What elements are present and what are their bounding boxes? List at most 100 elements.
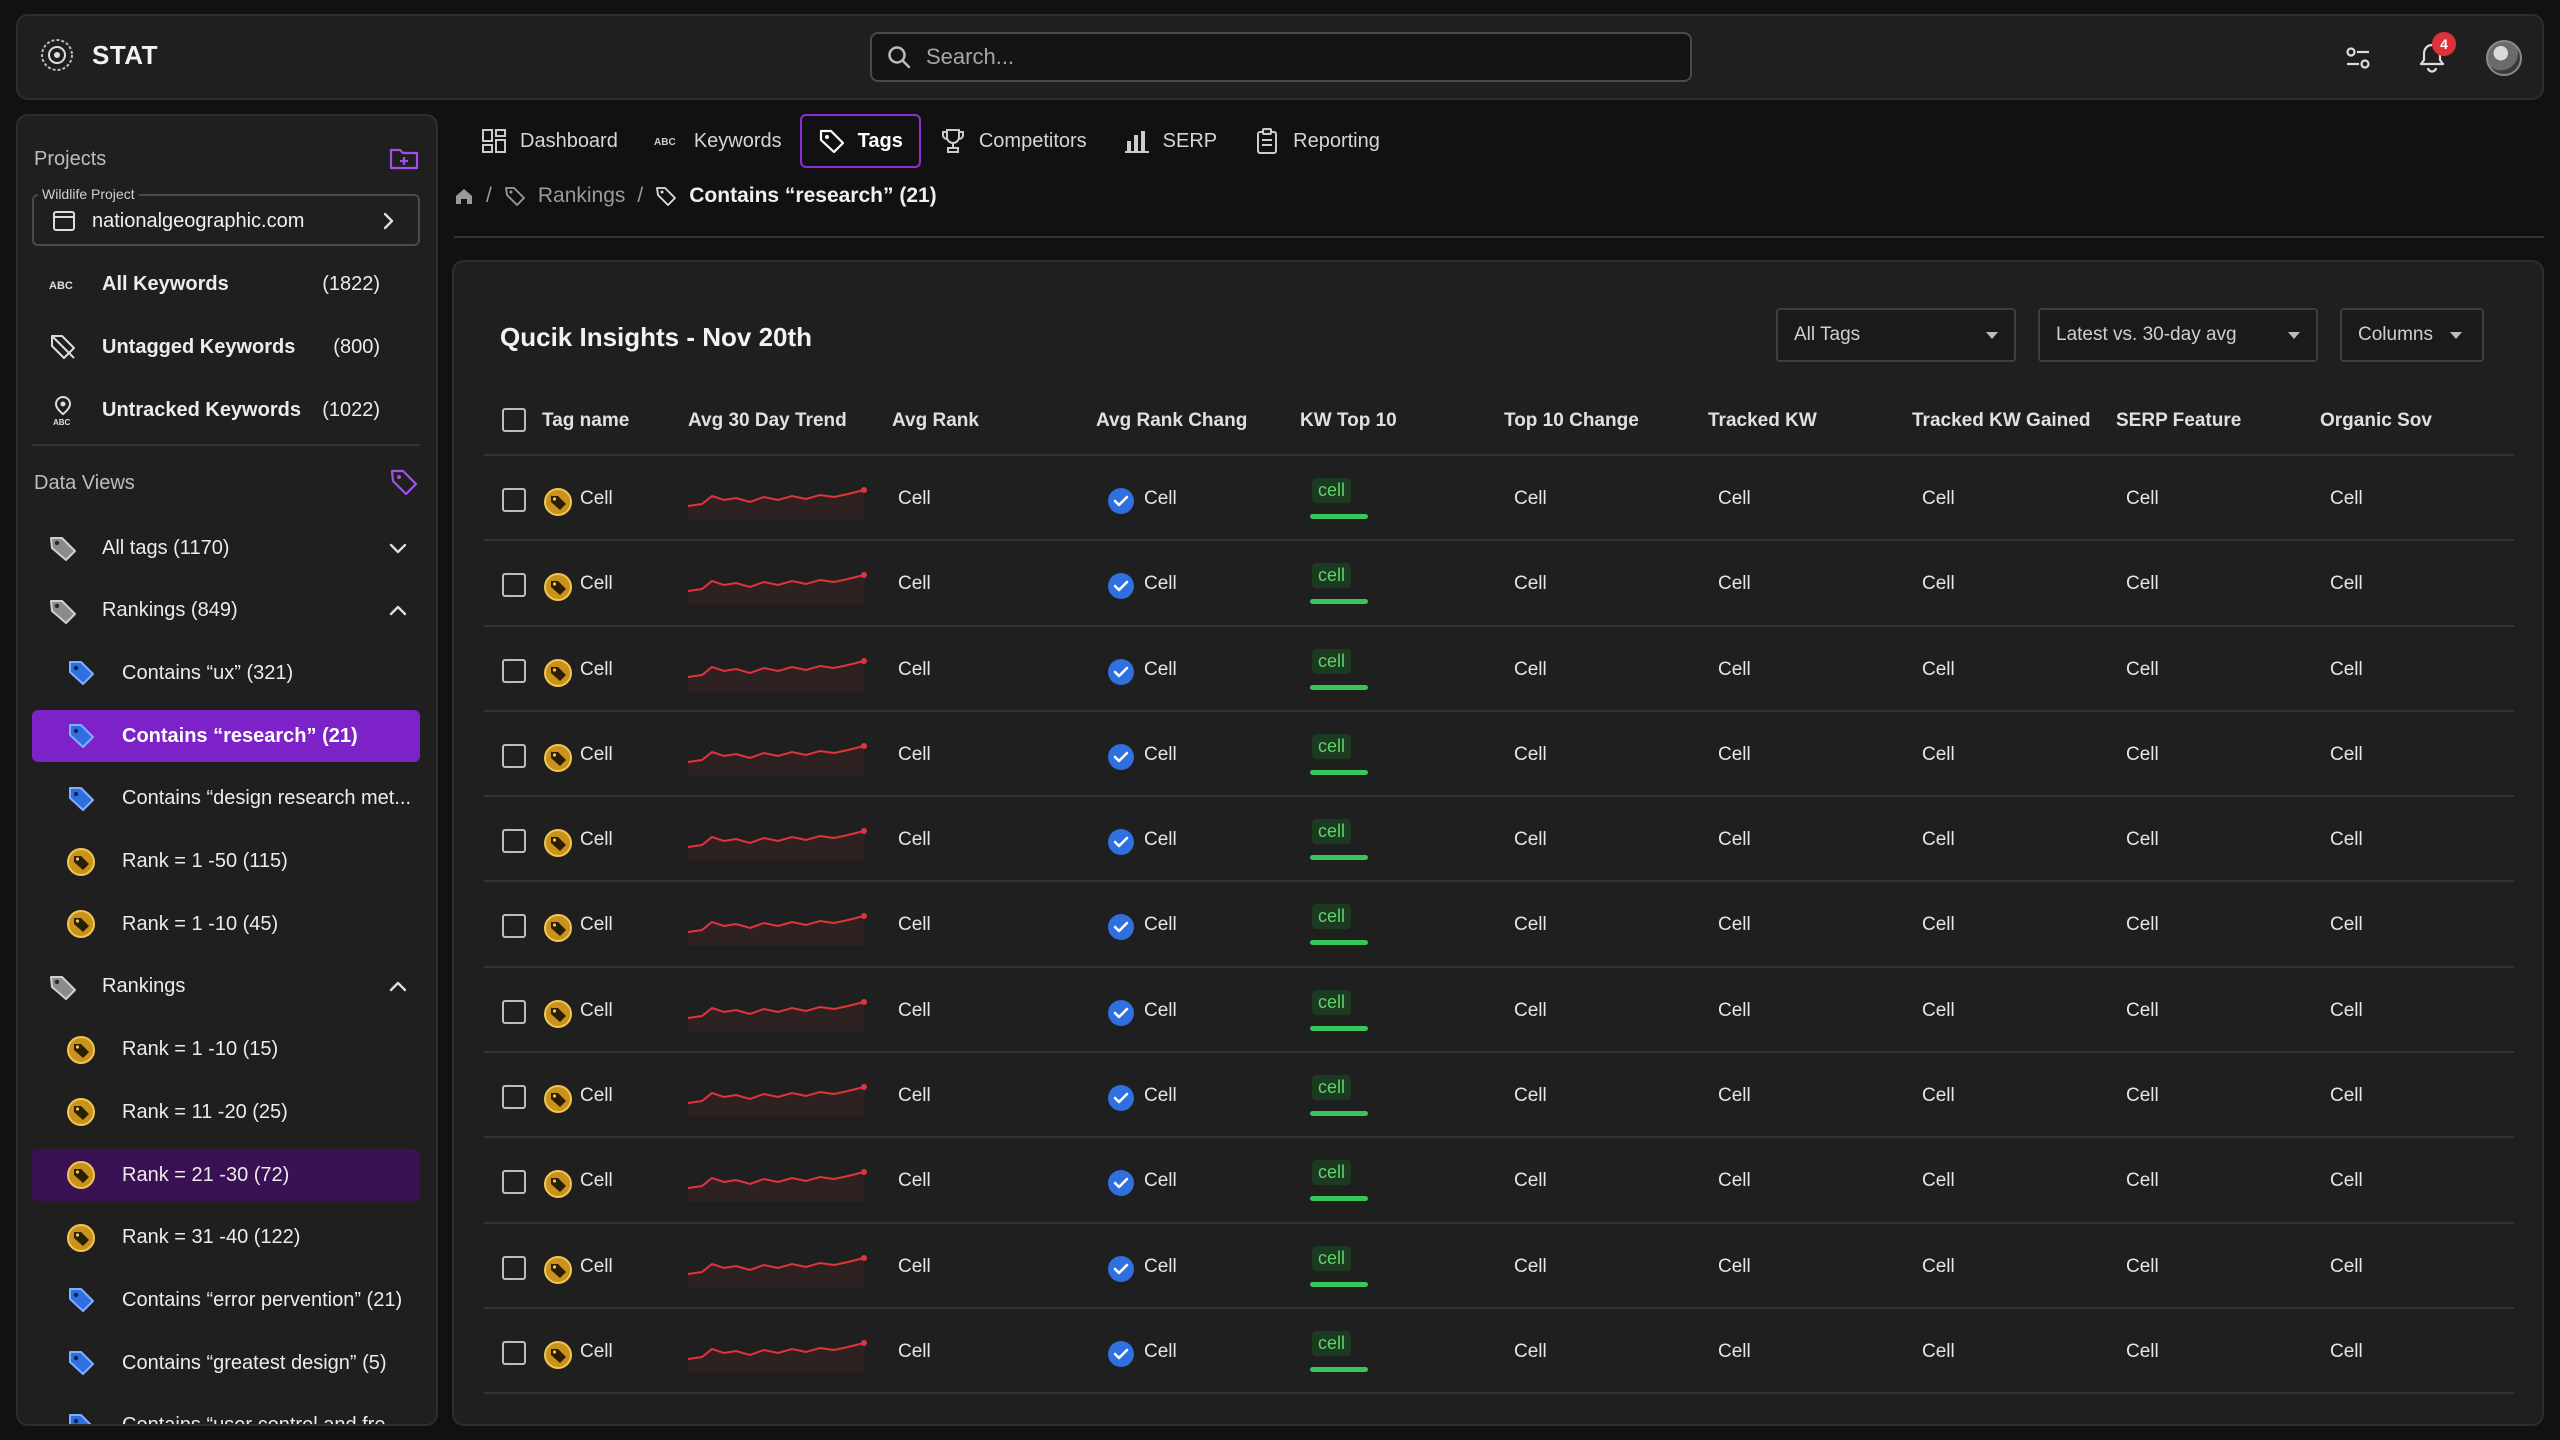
tab-competitors[interactable]: Competitors	[921, 114, 1105, 168]
table-row[interactable]: Cell Cell Cell cell Cell Cell Cell Cell …	[484, 1053, 2514, 1139]
column-header[interactable]: KW Top 10	[1300, 410, 1397, 431]
sidebar-view-item[interactable]: Contains “user control and fre...	[32, 1400, 420, 1424]
table-row[interactable]: Cell Cell Cell cell Cell Cell Cell Cell …	[484, 797, 2514, 883]
tag-gold-icon	[544, 914, 572, 943]
folder-add-icon[interactable]	[388, 142, 420, 174]
column-header[interactable]: SERP Feature	[2116, 410, 2242, 431]
column-header[interactable]: Tag name	[542, 410, 630, 431]
svg-text:ABC: ABC	[49, 280, 73, 292]
sidebar-item-label: Rank = 21 -30 (72)	[122, 1163, 290, 1186]
sidebar-view-item[interactable]: Contains “design research met...	[32, 773, 420, 825]
column-header[interactable]: Avg 30 Day Trend	[688, 410, 847, 431]
sidebar-view-item[interactable]: Rank = 1 -10 (45)	[32, 898, 420, 950]
column-header[interactable]: Tracked KW Gained	[1912, 410, 2091, 431]
row-checkbox[interactable]	[502, 1170, 526, 1195]
tag-outline-icon	[504, 187, 525, 206]
tab-keywords[interactable]: ABC Keywords	[636, 114, 800, 168]
chevron-up-icon[interactable]	[386, 599, 410, 623]
table-row[interactable]: Cell Cell Cell cell Cell Cell Cell Cell …	[484, 712, 2514, 798]
kw-top10-bar	[1310, 769, 1368, 775]
sidebar-view-item[interactable]: Contains “ux” (321)	[32, 647, 420, 699]
tracked-kw-cell: Cell	[1718, 743, 1751, 765]
table-row[interactable]: Cell Cell Cell cell Cell Cell Cell Cell …	[484, 882, 2514, 968]
tag-gold-icon	[544, 743, 572, 772]
rank-change-cell: Cell	[1144, 999, 1177, 1021]
row-checkbox[interactable]	[502, 914, 526, 939]
sidebar-item-icon	[64, 656, 98, 690]
kw-top10-bar	[1310, 940, 1368, 946]
project-selector[interactable]: nationalgeographic.com	[32, 194, 420, 246]
chevron-down-icon[interactable]	[386, 536, 410, 560]
row-checkbox[interactable]	[502, 743, 526, 768]
column-header[interactable]: Top 10 Change	[1504, 410, 1639, 431]
table-row[interactable]: Cell Cell Cell cell Cell Cell Cell Cell …	[484, 1224, 2514, 1309]
app-logo[interactable]: STAT	[38, 36, 158, 74]
select-all-checkbox[interactable]	[502, 408, 526, 432]
breadcrumb-parent[interactable]: Rankings	[537, 184, 626, 207]
user-menu-button[interactable]	[2484, 38, 2524, 78]
column-header[interactable]: Avg Rank	[892, 410, 979, 431]
sidebar-view-group[interactable]: All tags (1170)	[32, 522, 420, 574]
search-box[interactable]	[870, 32, 1692, 82]
sidebar-keyword-item[interactable]: ABC Untracked Keywords (1022)	[32, 384, 420, 436]
sidebar-view-item[interactable]: Contains “greatest design” (5)	[32, 1337, 420, 1389]
notifications-button[interactable]: 4	[2412, 32, 2456, 78]
row-checkbox[interactable]	[502, 1340, 526, 1365]
row-checkbox[interactable]	[502, 1255, 526, 1280]
row-checkbox[interactable]	[502, 658, 526, 683]
chevron-up-icon[interactable]	[386, 975, 410, 999]
tracked-kw-cell: Cell	[1718, 914, 1751, 936]
sidebar-keyword-item[interactable]: ABC All Keywords (1822)	[32, 258, 420, 310]
tags-filter-dropdown[interactable]: All Tags	[1776, 308, 2016, 362]
row-checkbox[interactable]	[502, 829, 526, 854]
tab-label: Keywords	[693, 129, 782, 152]
filter-settings-button[interactable]	[2338, 38, 2378, 78]
tag-name-cell: Cell	[580, 658, 613, 680]
sidebar-view-item[interactable]: Contains “research” (21)	[32, 710, 420, 763]
sidebar-item-label: Contains “ux” (321)	[122, 661, 294, 684]
sidebar-view-item[interactable]: Contains “error pervention” (21)	[32, 1274, 420, 1326]
tab-reporting[interactable]: Reporting	[1235, 114, 1398, 168]
tag-name-cell: Cell	[580, 743, 613, 765]
tracked-kw-cell: Cell	[1718, 573, 1751, 595]
sidebar-view-item[interactable]: Rank = 31 -40 (122)	[32, 1212, 420, 1264]
columns-dropdown[interactable]: Columns	[2340, 308, 2484, 362]
table-row[interactable]: Cell Cell Cell cell Cell Cell Cell Cell …	[484, 1138, 2514, 1224]
project-name: nationalgeographic.com	[92, 210, 305, 232]
sidebar-view-group[interactable]: Rankings	[32, 961, 420, 1013]
rank-change-cell: Cell	[1144, 488, 1177, 509]
table-row[interactable]: Cell Cell Cell cell Cell Cell Cell Cell …	[484, 627, 2514, 712]
kw-top10-pill: cell	[1312, 648, 1352, 674]
column-header[interactable]: Organic Sov	[2320, 410, 2432, 431]
sidebar-keyword-item[interactable]: Untagged Keywords (800)	[32, 321, 420, 373]
table-row[interactable]: Cell Cell Cell cell Cell Cell Cell Cell …	[484, 968, 2514, 1054]
kw-top10-pill: cell	[1312, 989, 1352, 1015]
sidebar-view-item[interactable]: Rank = 1 -10 (15)	[32, 1024, 420, 1076]
table-row[interactable]: Cell Cell Cell cell Cell Cell Cell Cell …	[484, 541, 2514, 627]
table-row[interactable]: Cell Cell Cell cell Cell Cell Cell Cell …	[484, 1309, 2514, 1395]
sidebar-view-item[interactable]: Rank = 21 -30 (72)	[32, 1149, 420, 1201]
tracked-gained-cell: Cell	[1922, 999, 1955, 1021]
table-row[interactable]: Cell Cell Cell cell Cell Cell Cell Cell …	[484, 456, 2514, 542]
search-input[interactable]	[926, 44, 1626, 70]
column-header[interactable]: Tracked KW	[1708, 410, 1817, 431]
serp-feature-cell: Cell	[2126, 914, 2159, 936]
row-checkbox[interactable]	[502, 999, 526, 1024]
comparison-dropdown[interactable]: Latest vs. 30-day avg	[2038, 308, 2318, 362]
sidebar-item-label: Rankings	[102, 975, 186, 998]
tag-name-cell: Cell	[580, 914, 613, 936]
sidebar-view-group[interactable]: Rankings (849)	[32, 585, 420, 637]
tag-outline-icon	[656, 187, 677, 206]
sidebar-view-item[interactable]: Rank = 1 -50 (115)	[32, 836, 420, 888]
row-checkbox[interactable]	[502, 573, 526, 598]
column-header[interactable]: Avg Rank Chang	[1096, 410, 1248, 431]
sidebar-view-item[interactable]: Rank = 11 -20 (25)	[32, 1086, 420, 1138]
trend-sparkline	[688, 657, 867, 691]
tag-add-icon[interactable]	[388, 466, 420, 498]
tab-serp[interactable]: SERP	[1105, 114, 1235, 168]
tab-dashboard[interactable]: Dashboard	[462, 114, 636, 168]
row-checkbox[interactable]	[502, 488, 526, 512]
home-icon[interactable]	[454, 186, 474, 206]
tab-tags[interactable]: Tags	[799, 114, 921, 168]
row-checkbox[interactable]	[502, 1085, 526, 1110]
